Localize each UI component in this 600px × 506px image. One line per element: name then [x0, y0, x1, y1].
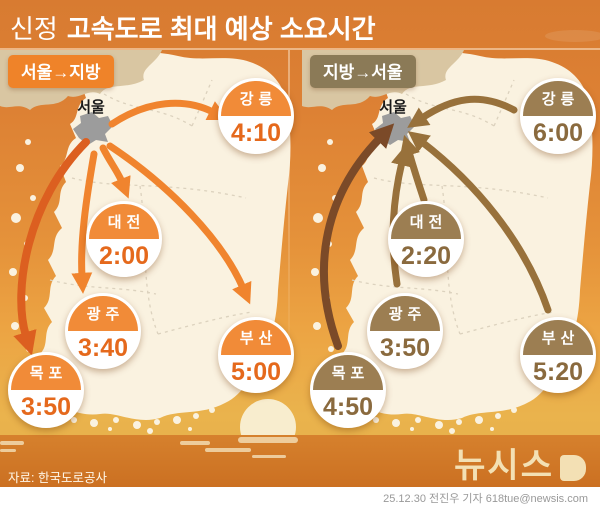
route-arrow-from-mokpo	[320, 123, 395, 350]
map-panel-region-to-seoul: 지방→서울 서울 강릉 6:00 대전 2:20 광주 3:50 목포 4:50…	[302, 50, 600, 435]
press-logo: 뉴시스	[454, 449, 586, 483]
travel-time: 5:00	[230, 358, 282, 386]
sun-reflection	[238, 437, 298, 443]
press-logo-icon	[560, 455, 586, 481]
city-name: 대전	[89, 204, 159, 239]
time-badge-busan: 부산 5:00	[218, 317, 294, 393]
travel-time: 3:50	[379, 334, 431, 362]
sun-reflection	[0, 449, 16, 452]
title-divider-line	[0, 48, 600, 50]
city-name: 광주	[68, 296, 138, 331]
south-korea-map	[302, 50, 594, 435]
sun-reflection	[0, 441, 24, 445]
travel-time: 5:20	[532, 358, 584, 386]
map-panel-seoul-to-region: 서울→지방 서울 강릉 4:10 대전 2:00 광주 3:40 목포 3:50…	[0, 50, 298, 435]
travel-time: 2:20	[400, 242, 452, 270]
direction-badge: 지방→서울	[310, 55, 416, 88]
time-badge-gangneung: 강릉 6:00	[520, 78, 596, 154]
time-badge-mokpo: 목포 4:50	[310, 352, 386, 428]
sun-reflection	[252, 455, 286, 458]
sun-reflection	[180, 441, 210, 445]
press-logo-text: 뉴시스	[454, 447, 554, 485]
route-arrow-from-busan	[407, 131, 552, 314]
cloud-shape	[545, 30, 600, 42]
route-arrow-mokpo	[13, 138, 90, 356]
travel-time: 4:50	[322, 393, 374, 421]
south-korea-map	[0, 50, 292, 435]
route-arrow-gwangju	[71, 150, 98, 294]
direction-badge: 서울→지방	[8, 55, 114, 88]
page-title: 신정 고속도로 최대 예상 소요시간	[10, 9, 376, 46]
route-arrows	[71, 99, 252, 305]
time-badge-daejeon: 대전 2:00	[86, 201, 162, 277]
origin-city-label: 서울	[379, 99, 407, 116]
time-badge-gwangju: 광주 3:50	[367, 293, 443, 369]
city-name: 부산	[221, 320, 291, 355]
data-source-label: 자료: 한국도로공사	[8, 471, 107, 485]
travel-time: 4:10	[230, 119, 282, 147]
sea-band	[0, 435, 600, 487]
city-name: 광주	[370, 296, 440, 331]
time-badge-daejeon: 대전 2:20	[388, 201, 464, 277]
panel-divider-line	[288, 50, 290, 390]
reporter-credit: 25.12.30 전진우 기자 618tue@newsis.com	[383, 493, 588, 505]
time-badge-gangneung: 강릉 4:10	[218, 78, 294, 154]
time-badge-gwangju: 광주 3:40	[65, 293, 141, 369]
city-name: 강릉	[221, 81, 291, 116]
city-name: 대전	[391, 204, 461, 239]
travel-time: 6:00	[532, 119, 584, 147]
route-arrow-daejeon	[99, 144, 131, 199]
time-badge-busan: 부산 5:20	[520, 317, 596, 393]
sun-reflection	[205, 448, 251, 452]
title-prefix: 신정	[10, 14, 58, 44]
city-name: 목포	[313, 355, 383, 390]
travel-time: 3:50	[20, 393, 72, 421]
city-name: 목포	[11, 355, 81, 390]
footer-strip	[0, 487, 600, 506]
time-badge-mokpo: 목포 3:50	[8, 352, 84, 428]
travel-time: 3:40	[77, 334, 129, 362]
city-name: 부산	[523, 320, 593, 355]
title-main: 고속도로 최대 예상 소요시간	[66, 14, 376, 44]
city-name: 강릉	[523, 81, 593, 116]
origin-city-label: 서울	[77, 99, 105, 116]
route-arrow-from-gangneung	[407, 95, 518, 128]
route-arrow-busan	[106, 142, 252, 305]
travel-time: 2:00	[98, 242, 150, 270]
route-arrow-gangneung	[108, 99, 229, 128]
